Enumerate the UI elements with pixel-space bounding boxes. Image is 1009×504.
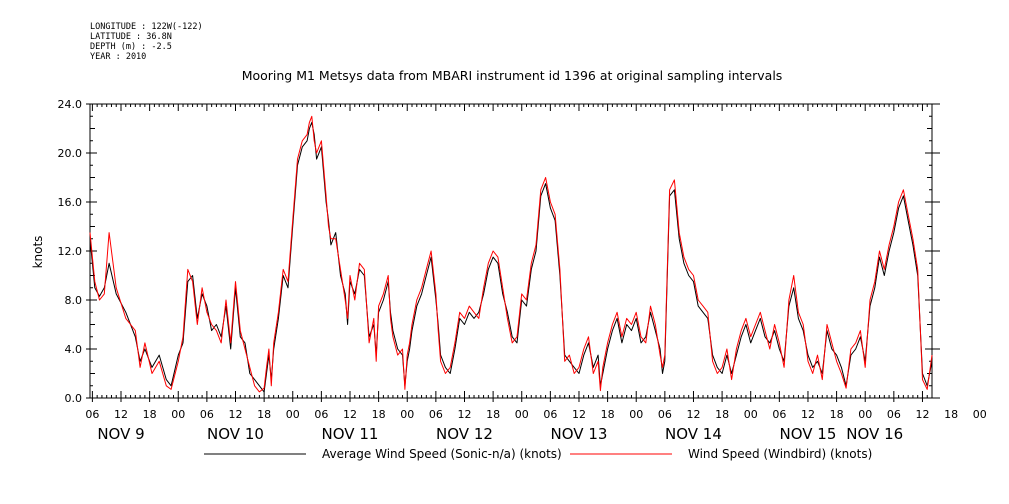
x-tick-label: 00 bbox=[400, 408, 414, 421]
legend: Average Wind Speed (Sonic-n/a) (knots) W… bbox=[204, 447, 872, 461]
y-tick-label: 8.0 bbox=[65, 294, 83, 307]
x-tick-label: 12 bbox=[343, 408, 357, 421]
y-tick-label: 20.0 bbox=[58, 147, 83, 160]
x-tick-label: 00 bbox=[629, 408, 643, 421]
chart-title: Mooring M1 Metsys data from MBARI instru… bbox=[242, 68, 783, 83]
day-label: NOV 12 bbox=[436, 425, 493, 443]
x-tick-label: 18 bbox=[601, 408, 615, 421]
x-tick-label: 06 bbox=[85, 408, 99, 421]
series-windbird-line bbox=[89, 115, 933, 393]
x-tick-label: 12 bbox=[686, 408, 700, 421]
x-tick-label: 00 bbox=[286, 408, 300, 421]
x-tick-label: 12 bbox=[114, 408, 128, 421]
x-tick-label: 18 bbox=[486, 408, 500, 421]
x-tick-label: 12 bbox=[457, 408, 471, 421]
day-labels: NOV 9 NOV 10 NOV 11 NOV 12 NOV 13 NOV 14 NOV 1… bbox=[97, 425, 903, 443]
x-tick-label: 18 bbox=[257, 408, 271, 421]
x-tick-label: 12 bbox=[572, 408, 586, 421]
metadata-block: LONGITUDE : 122W(-122) LATITUDE : 36.8N … bbox=[90, 22, 203, 62]
series-average-wind-line bbox=[89, 121, 933, 393]
x-tick-label: 00 bbox=[171, 408, 185, 421]
x-tick-label: 18 bbox=[830, 408, 844, 421]
legend-label-windbird: Wind Speed (Windbird) (knots) bbox=[688, 447, 872, 461]
x-tick-label: 06 bbox=[314, 408, 328, 421]
y-axis-label: knots bbox=[31, 236, 45, 269]
day-label: NOV 16 bbox=[846, 425, 903, 443]
plot-frame bbox=[89, 103, 933, 399]
longitude-label: LONGITUDE : 122W(-122) bbox=[90, 22, 203, 32]
x-tick-label: 06 bbox=[772, 408, 786, 421]
x-tick-label: 12 bbox=[915, 408, 929, 421]
day-label: NOV 14 bbox=[665, 425, 722, 443]
y-tick-label: 24.0 bbox=[58, 98, 83, 111]
x-tick-label: 18 bbox=[944, 408, 958, 421]
legend-label-average: Average Wind Speed (Sonic-n/a) (knots) bbox=[322, 447, 562, 461]
x-tick-label: 00 bbox=[744, 408, 758, 421]
axis-ticks bbox=[86, 103, 940, 402]
x-tick-label: 06 bbox=[200, 408, 214, 421]
x-tick-label: 00 bbox=[973, 408, 987, 421]
x-tick-label: 06 bbox=[429, 408, 443, 421]
y-tick-label: 12.0 bbox=[58, 245, 83, 258]
x-tick-label: 06 bbox=[658, 408, 672, 421]
x-tick-label: 18 bbox=[715, 408, 729, 421]
depth-label: DEPTH (m) : -2.5 bbox=[90, 42, 172, 52]
latitude-label: LATITUDE : 36.8N bbox=[90, 32, 172, 42]
day-label: NOV 13 bbox=[551, 425, 608, 443]
y-tick-labels: 0.0 4.0 8.0 12.0 16.0 20.0 24.0 bbox=[58, 98, 83, 405]
x-tick-label: 12 bbox=[801, 408, 815, 421]
x-tick-label: 06 bbox=[887, 408, 901, 421]
day-label: NOV 9 bbox=[97, 425, 144, 443]
day-label: NOV 10 bbox=[207, 425, 264, 443]
series-lines bbox=[89, 115, 933, 393]
x-tick-label: 00 bbox=[858, 408, 872, 421]
year-label: YEAR : 2010 bbox=[90, 52, 147, 62]
x-tick-label: 18 bbox=[372, 408, 386, 421]
y-tick-label: 4.0 bbox=[65, 343, 83, 356]
x-tick-label: 00 bbox=[515, 408, 529, 421]
day-label: NOV 11 bbox=[322, 425, 379, 443]
day-label: NOV 15 bbox=[780, 425, 837, 443]
y-tick-label: 0.0 bbox=[65, 392, 83, 405]
x-tick-label: 18 bbox=[143, 408, 157, 421]
y-tick-label: 16.0 bbox=[58, 196, 83, 209]
x-tick-label: 12 bbox=[229, 408, 243, 421]
x-tick-label: 06 bbox=[543, 408, 557, 421]
x-tick-labels: 06 12 18 00 06 12 18 00 06 12 18 00 06 12 18 00 06 12 18 00… bbox=[85, 408, 986, 421]
